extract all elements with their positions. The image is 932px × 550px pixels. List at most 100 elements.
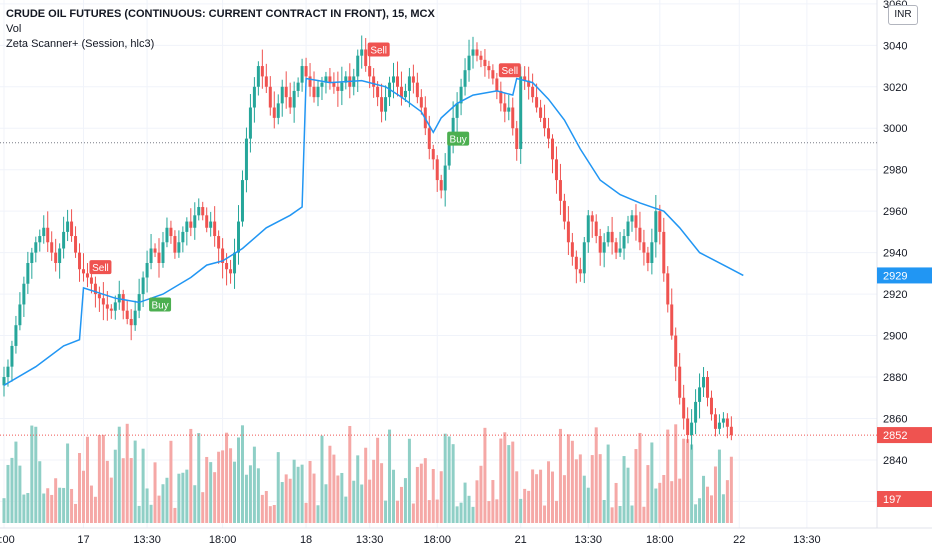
volume-bar bbox=[570, 440, 574, 523]
candle-body bbox=[189, 221, 193, 228]
candle-body bbox=[463, 70, 467, 87]
candle-body bbox=[70, 221, 74, 237]
volume-label-bg bbox=[877, 491, 932, 507]
volume-bar bbox=[431, 469, 435, 523]
candle bbox=[455, 92, 459, 134]
candle-body bbox=[268, 86, 272, 108]
volume-bar bbox=[169, 440, 173, 523]
candle-body bbox=[694, 401, 698, 423]
candle bbox=[296, 77, 300, 98]
indicator-legend[interactable]: Zeta Scanner+ (Session, hlc3) bbox=[6, 38, 155, 50]
price-label-text: 2852 bbox=[883, 430, 907, 442]
candle bbox=[519, 66, 523, 164]
volume-bar bbox=[729, 456, 733, 523]
volume-bar bbox=[209, 462, 213, 523]
candle-body bbox=[296, 82, 300, 91]
volume-bar bbox=[614, 482, 618, 523]
candle-body bbox=[610, 231, 614, 243]
volume-bar bbox=[471, 506, 475, 523]
candle bbox=[42, 215, 46, 244]
volume-bar bbox=[300, 464, 304, 523]
candle-body bbox=[252, 86, 256, 108]
volume-bar bbox=[455, 506, 459, 523]
candle-body bbox=[264, 76, 268, 87]
candle bbox=[260, 49, 264, 89]
candle bbox=[213, 206, 217, 247]
candle bbox=[109, 304, 113, 319]
volume-bar bbox=[686, 439, 690, 523]
volume-bar bbox=[89, 485, 93, 523]
candle-body bbox=[547, 128, 551, 139]
volume-bar bbox=[185, 469, 189, 523]
volume-bar bbox=[535, 474, 539, 523]
candle-body bbox=[582, 242, 586, 274]
y-tick-label: 2900 bbox=[883, 331, 907, 343]
candle-body bbox=[308, 76, 312, 87]
candle-body bbox=[105, 304, 109, 309]
volume-bar bbox=[634, 449, 638, 523]
candle-body bbox=[642, 242, 646, 253]
volume-bar bbox=[157, 495, 161, 523]
candle bbox=[654, 194, 658, 258]
volume-bar bbox=[248, 465, 252, 523]
candle-body bbox=[85, 273, 89, 278]
reference-line bbox=[0, 142, 877, 436]
candle-body bbox=[606, 231, 610, 243]
candle bbox=[702, 367, 706, 398]
x-tick-label: 13:30 bbox=[793, 534, 821, 546]
candle-body bbox=[26, 263, 30, 284]
volume-bar bbox=[117, 426, 121, 523]
candle bbox=[97, 286, 101, 312]
candle bbox=[30, 247, 34, 279]
volume-bar bbox=[292, 459, 296, 523]
candle-body bbox=[682, 397, 686, 419]
candle bbox=[117, 280, 121, 310]
volume-bar bbox=[666, 429, 670, 523]
candle-body bbox=[602, 242, 606, 253]
session-vwap bbox=[3, 77, 744, 386]
candle-body bbox=[276, 103, 280, 118]
volume-bar bbox=[630, 505, 634, 523]
volume-legend[interactable]: Vol bbox=[6, 23, 22, 35]
volume-bar bbox=[205, 456, 209, 523]
candle bbox=[384, 85, 388, 121]
candle bbox=[650, 228, 654, 275]
volume-bar bbox=[268, 506, 272, 523]
volume-bar bbox=[197, 433, 201, 523]
volume-bar bbox=[74, 503, 78, 523]
candle bbox=[610, 216, 614, 255]
volume-bar bbox=[423, 458, 427, 523]
candle-body bbox=[698, 387, 702, 402]
candle bbox=[535, 83, 539, 113]
y-tick-label: 2960 bbox=[883, 206, 907, 218]
candle bbox=[14, 315, 18, 354]
candle bbox=[252, 77, 256, 123]
candle bbox=[185, 217, 189, 246]
signal-label: Sell bbox=[501, 66, 518, 77]
candle bbox=[161, 231, 165, 268]
candle-body bbox=[161, 242, 165, 263]
currency-button[interactable]: INR bbox=[888, 5, 918, 25]
candle bbox=[439, 174, 443, 199]
candle-body bbox=[93, 283, 97, 295]
candle-body bbox=[475, 49, 479, 56]
candle bbox=[562, 193, 566, 230]
candle bbox=[10, 340, 14, 382]
candle bbox=[272, 91, 276, 129]
volume-bar bbox=[519, 498, 523, 523]
candle-body bbox=[292, 90, 296, 108]
price-label: 2852 bbox=[877, 427, 932, 444]
candle-body bbox=[312, 86, 316, 98]
candle-body bbox=[364, 49, 368, 67]
candle bbox=[38, 229, 42, 252]
candle-body bbox=[169, 227, 173, 237]
candle bbox=[630, 210, 634, 232]
signal-label: Buy bbox=[151, 300, 168, 311]
candle-body bbox=[165, 227, 169, 243]
candle-body bbox=[240, 180, 244, 222]
volume-bar bbox=[58, 487, 62, 523]
candle-body bbox=[173, 236, 177, 253]
candle-body bbox=[58, 248, 62, 263]
candle-body bbox=[507, 107, 511, 112]
